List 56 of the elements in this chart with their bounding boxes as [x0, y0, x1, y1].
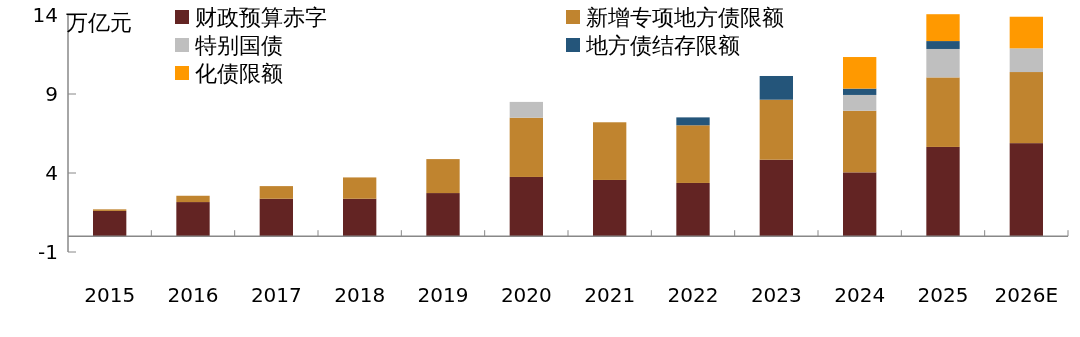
bar: [926, 14, 960, 42]
x-tick-label: 2024: [834, 283, 886, 307]
legend-label: 新增专项地方债限额: [586, 4, 784, 30]
bar: [343, 177, 377, 199]
bar: [676, 182, 710, 237]
legend-label: 地方债结存限额: [585, 32, 740, 58]
bar: [843, 172, 877, 237]
bar: [426, 159, 460, 194]
bar: [426, 193, 460, 237]
bar: [759, 159, 793, 237]
bar: [509, 117, 543, 177]
x-tick-label: 2026E: [994, 283, 1059, 307]
bar: [926, 48, 960, 78]
y-tick-label: 9: [45, 82, 58, 106]
x-tick-label: 2023: [750, 283, 802, 307]
bar: [343, 198, 377, 237]
bar: [509, 176, 543, 237]
bar: [1009, 143, 1043, 237]
bar: [926, 41, 960, 49]
bar: [593, 179, 627, 237]
bar: [1009, 48, 1043, 73]
y-tick-label: 4: [45, 161, 58, 185]
bar: [593, 122, 627, 180]
bar: [176, 202, 210, 237]
bar: [759, 75, 793, 100]
legend-label: 化债限额: [195, 60, 283, 86]
y-tick-label: -1: [38, 240, 58, 264]
bar: [1009, 16, 1043, 49]
bar: [93, 210, 127, 237]
bar: [926, 146, 960, 237]
legend-label: 特别国债: [195, 32, 283, 58]
bar: [676, 117, 710, 126]
bar: [843, 88, 877, 95]
x-tick-label: 2018: [334, 283, 386, 307]
bar: [926, 77, 960, 147]
y-axis-title: 万亿元: [66, 10, 132, 35]
x-tick-label: 2016: [167, 283, 219, 307]
bar: [843, 57, 877, 89]
bar: [759, 99, 793, 160]
x-tick-label: 2017: [250, 283, 302, 307]
bar: [176, 195, 210, 203]
bar: [259, 186, 293, 199]
x-tick-label: 2019: [417, 283, 469, 307]
bar: [843, 110, 877, 173]
x-tick-label: 2025: [917, 283, 969, 307]
y-tick-label: 14: [32, 3, 58, 27]
legend-label: 财政预算赤字: [195, 4, 327, 30]
bar: [259, 198, 293, 237]
x-tick-label: 2015: [84, 283, 136, 307]
bar: [509, 101, 543, 118]
x-tick-label: 2020: [500, 283, 552, 307]
x-tick-label: 2021: [584, 283, 636, 307]
x-tick-label: 2022: [667, 283, 719, 307]
bar: [676, 125, 710, 183]
bar: [843, 94, 877, 111]
bar: [1009, 72, 1043, 144]
